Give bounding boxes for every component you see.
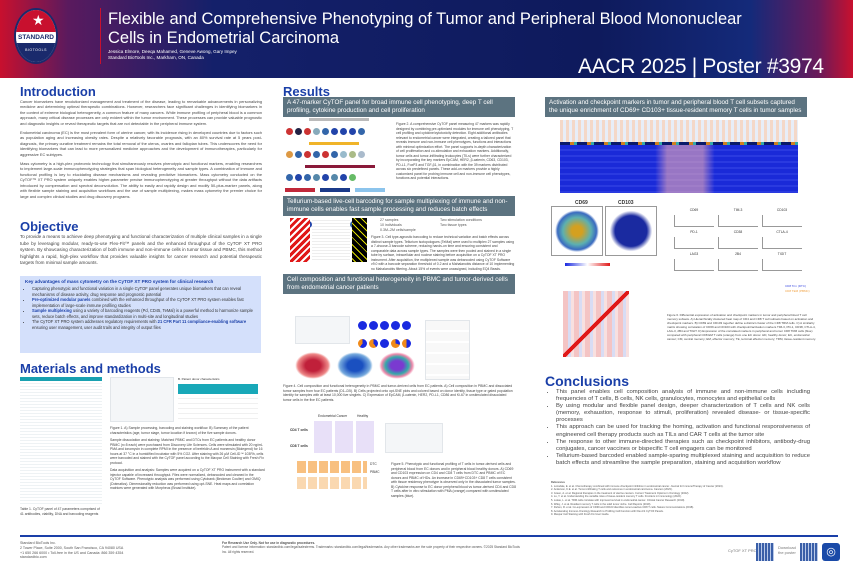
footer-divider <box>20 535 838 537</box>
advantage-item: Sample multiplexing using a variety of b… <box>32 308 256 319</box>
figure5b-cd4-cytokine-plots <box>297 461 367 473</box>
donor-characteristics-table <box>178 384 258 422</box>
qr-label-cytof: CyTOF XT PRO <box>728 548 757 553</box>
section-banner: Cell composition and functional heteroge… <box>283 274 515 294</box>
figure5b-cd8-cytokine-plots <box>297 477 367 489</box>
qr-code-download[interactable] <box>800 543 818 561</box>
barcode-bullets: Two stimulation conditions Two tissue typ… <box>440 218 482 227</box>
section-banner: Activation and checkpoint markers in tum… <box>545 97 807 117</box>
footer-contact: Standard BioTools Inc. 2 Tower Place, Su… <box>20 541 220 560</box>
conference-label: AACR 2025 | Poster #3974 <box>578 55 824 78</box>
figure3-caption: Figure 3. Cell type-agnostic barcoding t… <box>371 235 515 271</box>
objective-text: To provide a means to achieve deep pheno… <box>20 234 262 265</box>
conclusion-item: This approach can be used for tracking t… <box>556 424 810 438</box>
figure6b-label-cd103: CD103 <box>618 200 634 206</box>
figure1-caption: Figure 1. A) Sample processing, barcodin… <box>110 426 249 435</box>
figure5-label-pbmc: PBMC <box>370 470 380 474</box>
figure5-caption: Figure 5. Phenotypic and functional prof… <box>391 462 516 498</box>
figure6a-heatmap <box>560 145 798 193</box>
footer-legal: For Research Use Only. Not for use in di… <box>222 541 520 554</box>
figure4a-gating-plots <box>295 316 350 344</box>
figure4c-expression-plots <box>425 320 470 380</box>
intro-paragraph: Cancer biomarkers have revolutionized ma… <box>20 99 262 126</box>
section-banner: Tellurium-based live-cell barcoding for … <box>283 196 515 216</box>
barcode-heatmap <box>352 218 367 262</box>
panel-table <box>20 377 102 505</box>
key-advantages-title: Key advantages of mass cytometry on the … <box>25 279 214 284</box>
figure5a-flow-plots <box>314 421 374 453</box>
conclusion-item: The response to other immune-directed th… <box>556 439 810 453</box>
methods-text-block: Figure 1. A) Sample processing, barcodin… <box>110 426 265 491</box>
figure4b-tsne-donor <box>295 352 331 379</box>
workflow-diagram <box>110 377 174 422</box>
poster-title: Flexible and Comprehensive Phenotyping o… <box>108 10 742 47</box>
figure6a-dendrogram <box>560 120 798 142</box>
figure6b-label-cd69: CD69 <box>575 200 588 206</box>
figure6a-annotation-bar <box>560 142 798 145</box>
affiliation: Standard BioTools Inc., Markham, ON, Can… <box>108 55 204 60</box>
section-banner: A 47-marker CyTOF panel for broad immune… <box>283 97 515 117</box>
introduction-body: Cancer biomarkers have revolutionized ma… <box>20 99 262 199</box>
legend-cd8-trm: CD8 Trm (DTC) <box>785 284 806 288</box>
table-caption: Table 1. CyTOF panel of 47 parameters co… <box>20 507 100 516</box>
advantage-item: The CyTOF XT PRO system addresses regula… <box>32 319 256 330</box>
figure4-caption: Figure 4. Cell composition and functiona… <box>283 384 513 402</box>
star-icon: ★ <box>32 12 45 28</box>
methods-heading: Materials and methods <box>20 361 161 376</box>
barcode-bullets: 27 samples 10 individuals 0.3M–2M cells/sa… <box>380 218 416 232</box>
intro-paragraph: Mass cytometry is a high-plex proteomic … <box>20 161 262 199</box>
figure5-label-cd8: CD8 T cells <box>290 444 308 448</box>
conclusion-item: By using modular and flexible panel desi… <box>556 403 810 424</box>
donor-table-title: B. Patient donor characteristics <box>178 377 220 381</box>
footer-website-link[interactable]: standardbio.com <box>20 555 47 560</box>
conclusions-list: This panel enables cell composition anal… <box>548 389 810 467</box>
advantage-item: Pre-optimized modular panels combined wi… <box>32 297 256 308</box>
figure6d-colorbar <box>565 263 610 266</box>
figure5-label-healthy: Healthy <box>357 414 369 418</box>
poster-header: ★ STANDARD BIOTOOLS Flexible and Compreh… <box>0 0 853 78</box>
figure2-caption: Figure 2. A comprehensive CyTOF panel me… <box>396 122 514 180</box>
qr-label-download: Download the poster <box>778 545 796 555</box>
figure6b-tsne-cd103 <box>605 206 657 256</box>
author-list: Jessica Elmore, Deeqa Mahamed, Geneve Aw… <box>108 49 237 54</box>
barcode-key-matrix <box>290 218 310 262</box>
figure5a-line-charts <box>385 423 443 453</box>
barcode-sample-table <box>312 218 350 262</box>
figure6-caption: Figure 6. Differential expression of act… <box>667 313 816 341</box>
results-heading: Results <box>283 84 330 99</box>
standard-biotools-logo: ★ STANDARD BIOTOOLS <box>14 8 58 64</box>
objective-heading: Objective <box>20 219 79 234</box>
key-advantages-box: Key advantages of mass cytometry on the … <box>20 276 261 353</box>
figure6c-histograms: CD69 TIM-3 CD103 PD-1 CD38 CTLA-4 LAG3 2B4 TIG… <box>674 208 804 271</box>
advantage-item: Capturing phenotypic and functional vari… <box>32 286 256 297</box>
legend-cd8-tem: CD8 TEM (PBMC) <box>785 289 810 293</box>
intro-paragraph: Endometrial carcinoma (EC) is the most p… <box>20 130 262 157</box>
methods-paragraph: Data acquisition and analysis: Samples w… <box>110 468 265 490</box>
introduction-heading: Introduction <box>20 84 96 99</box>
methods-paragraph: Sample dissociation and staining: Matche… <box>110 438 264 465</box>
figure4b-tsne-tissue <box>337 352 373 379</box>
figure4a-pie-charts <box>357 318 417 354</box>
references: References 1. Lonsdale, E. et al. Chemot… <box>551 481 724 517</box>
conclusion-item: This panel enables cell composition anal… <box>556 389 810 403</box>
figure6b-tsne-cd69 <box>551 206 603 256</box>
qr-code-cytof[interactable] <box>756 543 774 561</box>
figure5-label-dtc: DTC <box>370 462 377 466</box>
header-divider <box>100 8 101 64</box>
figure5-label-ec: Endometrial Cancer <box>318 414 348 418</box>
figure4b-tsne-population <box>379 352 415 379</box>
conclusion-item: Tellurium-based barcoded enabled sample-… <box>556 453 810 467</box>
conclusions-heading: Conclusions <box>545 373 630 389</box>
figure6d-similarity-matrix <box>563 291 629 357</box>
figure2-marker-panel <box>285 118 395 228</box>
figure5-label-cd4: CD4 T cells <box>290 428 308 432</box>
authors: Jessica Elmore, Deeqa Mahamed, Geneve Aw… <box>108 49 237 61</box>
camera-icon: ◎ <box>822 543 840 561</box>
